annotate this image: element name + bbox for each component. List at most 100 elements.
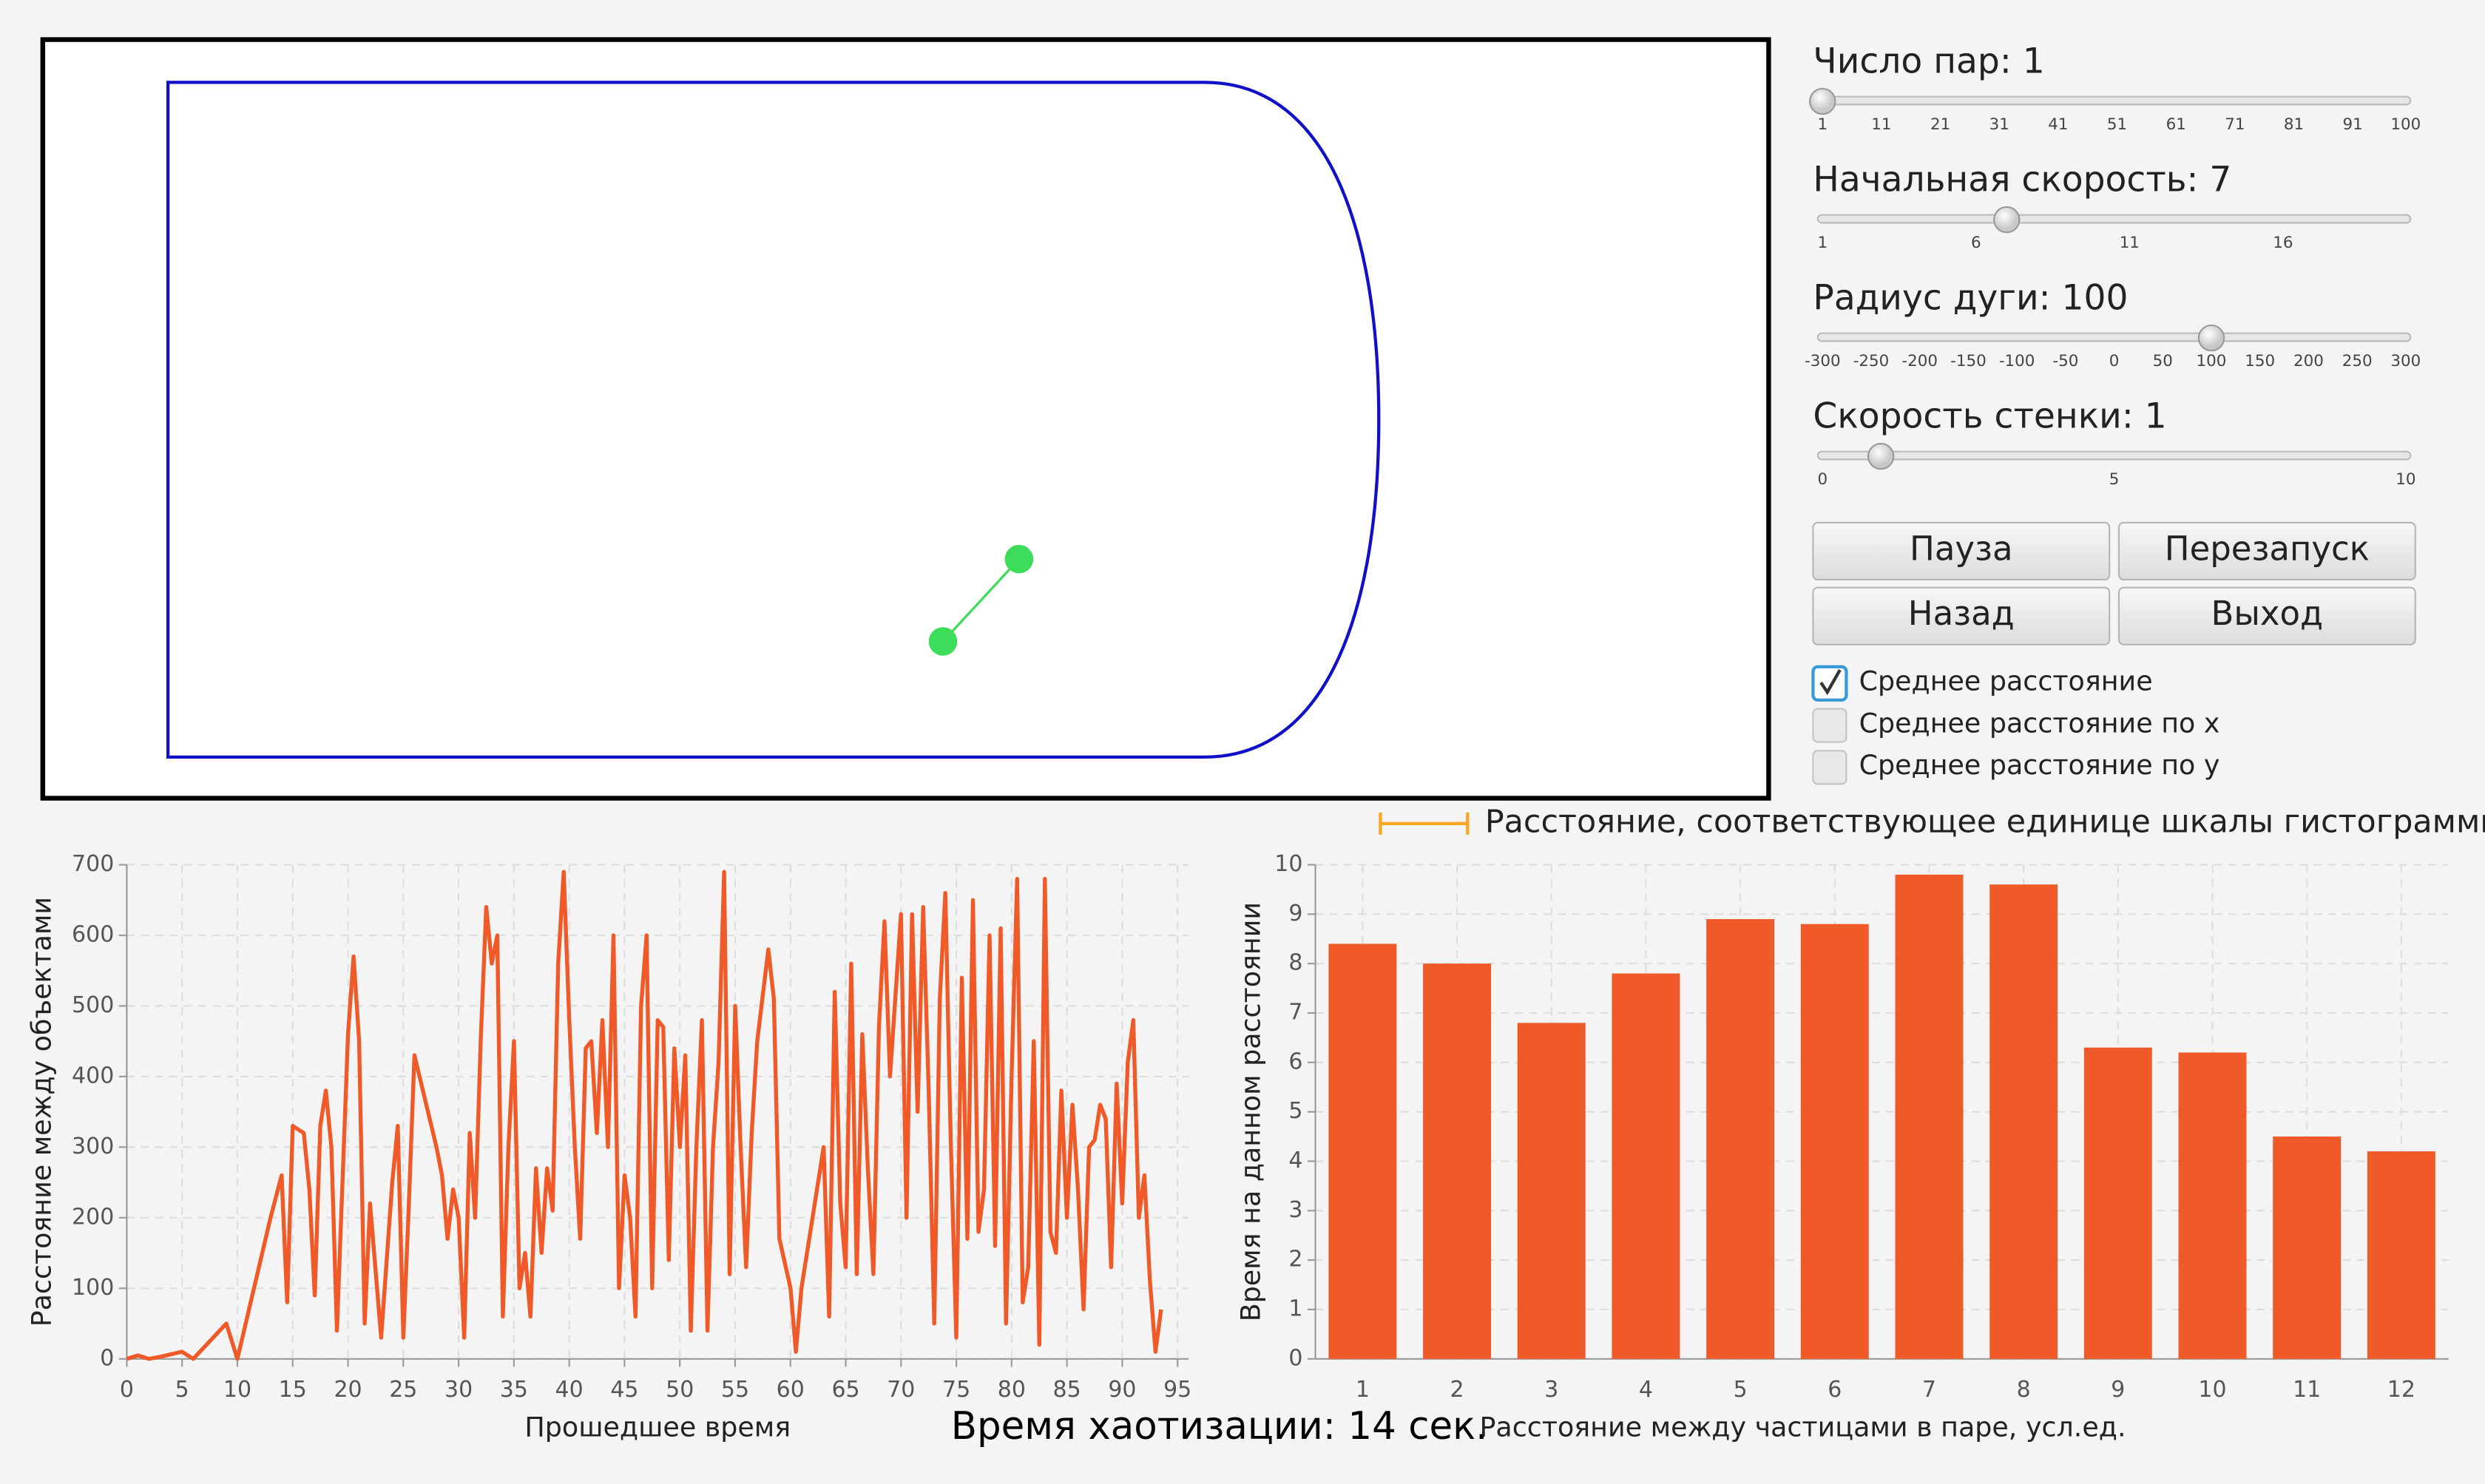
slider-track[interactable] — [1816, 214, 2412, 224]
x-tick-label: 4 — [1639, 1377, 1653, 1403]
bar — [2367, 1151, 2435, 1359]
y-axis-title: Расстояние между объектами — [25, 897, 57, 1327]
y-tick-label: 300 — [72, 1134, 114, 1159]
checkbox-label[interactable]: Среднее расстояние по y — [1859, 749, 2220, 781]
x-tick-label: 85 — [1053, 1377, 1081, 1403]
slider-tick-label: 1 — [1817, 115, 1828, 134]
slider-label: Начальная скорость: 7 — [1813, 160, 2231, 200]
slider-tick-label: -300 — [1805, 352, 1841, 370]
slider-tick-label: 0 — [1817, 470, 1828, 489]
slider-tick-label: 1 — [1817, 234, 1828, 252]
x-tick-label: 30 — [444, 1377, 473, 1403]
x-tick-label: 35 — [500, 1377, 528, 1403]
button[interactable] — [2117, 521, 2416, 581]
x-tick-label: 40 — [555, 1377, 584, 1403]
y-tick-label: 9 — [1288, 901, 1302, 926]
slider-tick-label: 100 — [2390, 115, 2421, 134]
checkbox[interactable] — [1811, 665, 1848, 702]
slider-tick-label: 11 — [1871, 115, 1891, 134]
bar — [2083, 1047, 2152, 1359]
x-tick-label: 9 — [2111, 1377, 2125, 1403]
slider-label: Число пар: 1 — [1813, 41, 2044, 82]
scale-note-marker — [1379, 812, 1470, 835]
x-axis-title: Прошедшее время — [524, 1412, 791, 1443]
checkbox-label[interactable]: Среднее расстояние по x — [1859, 707, 2220, 739]
x-tick-label: 10 — [223, 1377, 251, 1403]
y-axis-title: Время на данном расстоянии — [1234, 902, 1266, 1321]
bar — [1895, 874, 1964, 1359]
data-line — [126, 870, 1163, 1361]
y-tick-label: 0 — [100, 1345, 114, 1371]
slider-tick-label: 71 — [2225, 115, 2245, 134]
slider-thumb[interactable] — [1867, 442, 1895, 470]
slider-tick-label: 61 — [2166, 115, 2186, 134]
x-tick-label: 80 — [998, 1377, 1026, 1403]
checkbox[interactable] — [1812, 750, 1847, 785]
y-tick-label: 0 — [1288, 1345, 1302, 1371]
bar — [1328, 943, 1397, 1359]
y-tick-label: 700 — [72, 851, 114, 877]
checkbox[interactable] — [1812, 708, 1847, 743]
button-label[interactable]: Выход — [2211, 594, 2324, 633]
slider-tick-label: 300 — [2390, 352, 2421, 370]
bar — [2178, 1052, 2247, 1359]
slider-tick-label: -200 — [1901, 352, 1938, 370]
y-tick-label: 100 — [72, 1275, 114, 1301]
slider-thumb[interactable] — [2197, 324, 2225, 352]
button[interactable] — [1812, 586, 2111, 646]
bar — [1612, 973, 1680, 1359]
slider-tick-label: 6 — [1971, 234, 1981, 252]
slider-track[interactable] — [1816, 450, 2412, 461]
slider-track[interactable] — [1816, 95, 2412, 106]
button-label[interactable]: Перезапуск — [2165, 529, 2370, 568]
x-tick-label: 20 — [334, 1377, 362, 1403]
button[interactable] — [1812, 521, 2111, 581]
y-tick-label: 1 — [1288, 1295, 1302, 1321]
x-tick-label: 90 — [1108, 1377, 1136, 1403]
x-tick-label: 8 — [2017, 1377, 2031, 1403]
slider-tick-label: 31 — [1989, 115, 2009, 134]
y-tick-label: 200 — [72, 1204, 114, 1230]
slider-tick-label: 150 — [2245, 352, 2275, 370]
bar — [2273, 1136, 2342, 1359]
button[interactable] — [2117, 586, 2416, 646]
y-tick-label: 7 — [1288, 999, 1302, 1025]
slider-track[interactable] — [1816, 332, 2412, 342]
pair-link — [941, 558, 1021, 643]
slider-tick-label: -250 — [1853, 352, 1890, 370]
x-tick-label: 11 — [2293, 1377, 2321, 1403]
billiard-boundary — [166, 81, 1381, 759]
x-tick-label: 50 — [666, 1377, 694, 1403]
x-axis-title: Расстояние между частицами в паре, усл.е… — [1479, 1412, 2126, 1443]
x-tick-label: 3 — [1544, 1377, 1558, 1403]
chaos-time: Время хаотизации: 14 сек. — [951, 1404, 1488, 1449]
x-tick-label: 5 — [175, 1377, 189, 1403]
x-tick-label: 1 — [1356, 1377, 1370, 1403]
particle — [1004, 544, 1034, 574]
slider-thumb[interactable] — [1993, 206, 2021, 234]
y-tick-label: 3 — [1288, 1197, 1302, 1223]
x-tick-label: 10 — [2198, 1377, 2226, 1403]
button-label[interactable]: Пауза — [1910, 529, 2013, 568]
y-tick-label: 500 — [72, 992, 114, 1018]
x-tick-label: 0 — [120, 1377, 134, 1403]
slider-thumb[interactable] — [1809, 87, 1836, 115]
slider-tick-label: 100 — [2197, 352, 2227, 370]
x-tick-label: 45 — [610, 1377, 638, 1403]
slider-tick-label: 41 — [2048, 115, 2068, 134]
x-tick-label: 55 — [721, 1377, 749, 1403]
slider-tick-label: 21 — [1930, 115, 1950, 134]
slider-tick-label: 81 — [2284, 115, 2304, 134]
bar — [1517, 1023, 1586, 1359]
slider-tick-label: 11 — [2120, 234, 2140, 252]
slider-label: Скорость стенки: 1 — [1813, 396, 2166, 437]
x-tick-label: 70 — [887, 1377, 915, 1403]
slider-tick-label: 200 — [2293, 352, 2324, 370]
y-tick-label: 6 — [1288, 1048, 1302, 1074]
checkbox-label[interactable]: Среднее расстояние — [1859, 665, 2153, 697]
x-tick-label: 65 — [831, 1377, 859, 1403]
x-tick-label: 95 — [1163, 1377, 1191, 1403]
button-label[interactable]: Назад — [1908, 594, 2015, 633]
